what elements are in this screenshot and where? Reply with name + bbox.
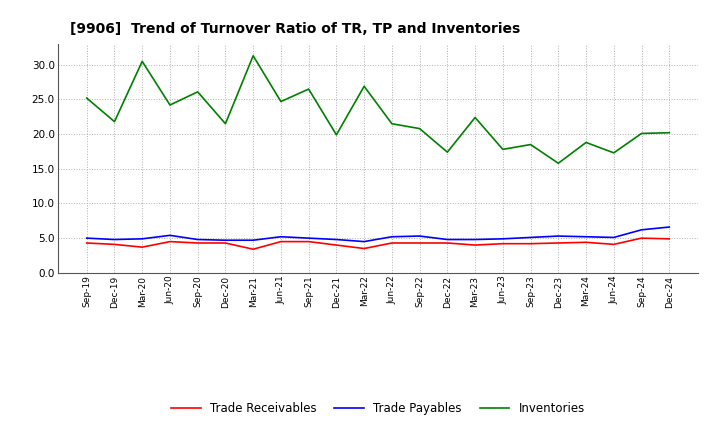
- Inventories: [249, 53, 258, 59]
- Trade Receivables: [554, 240, 562, 246]
- Trade Payables: [305, 235, 313, 241]
- Inventories: [360, 84, 369, 89]
- Trade Payables: [249, 238, 258, 243]
- Inventories: [82, 95, 91, 101]
- Trade Payables: [415, 233, 424, 238]
- Trade Payables: [360, 239, 369, 244]
- Trade Receivables: [166, 239, 174, 244]
- Trade Payables: [221, 238, 230, 243]
- Line: Trade Receivables: Trade Receivables: [86, 238, 670, 249]
- Inventories: [276, 99, 285, 104]
- Trade Receivables: [526, 241, 535, 246]
- Trade Payables: [443, 237, 451, 242]
- Trade Payables: [471, 237, 480, 242]
- Trade Payables: [276, 234, 285, 239]
- Inventories: [138, 59, 147, 64]
- Legend: Trade Receivables, Trade Payables, Inventories: Trade Receivables, Trade Payables, Inven…: [166, 398, 590, 420]
- Line: Inventories: Inventories: [86, 56, 670, 163]
- Inventories: [194, 89, 202, 95]
- Trade Receivables: [249, 246, 258, 252]
- Inventories: [443, 150, 451, 155]
- Trade Receivables: [665, 236, 674, 242]
- Trade Receivables: [138, 245, 147, 250]
- Trade Payables: [110, 237, 119, 242]
- Inventories: [415, 126, 424, 131]
- Trade Payables: [665, 224, 674, 230]
- Trade Receivables: [471, 242, 480, 248]
- Trade Payables: [138, 236, 147, 242]
- Trade Payables: [332, 237, 341, 242]
- Trade Receivables: [360, 246, 369, 251]
- Inventories: [471, 115, 480, 120]
- Trade Receivables: [609, 242, 618, 247]
- Inventories: [221, 121, 230, 126]
- Inventories: [582, 140, 590, 145]
- Trade Payables: [166, 233, 174, 238]
- Trade Receivables: [332, 242, 341, 248]
- Trade Payables: [637, 227, 646, 232]
- Trade Payables: [387, 234, 396, 239]
- Trade Receivables: [637, 235, 646, 241]
- Line: Trade Payables: Trade Payables: [86, 227, 670, 242]
- Inventories: [166, 103, 174, 108]
- Trade Receivables: [443, 240, 451, 246]
- Trade Payables: [582, 234, 590, 239]
- Trade Receivables: [194, 240, 202, 246]
- Trade Payables: [194, 237, 202, 242]
- Text: [9906]  Trend of Turnover Ratio of TR, TP and Inventories: [9906] Trend of Turnover Ratio of TR, TP…: [71, 22, 521, 36]
- Trade Receivables: [82, 240, 91, 246]
- Inventories: [637, 131, 646, 136]
- Trade Receivables: [582, 240, 590, 245]
- Inventories: [498, 147, 507, 152]
- Inventories: [609, 150, 618, 155]
- Trade Receivables: [305, 239, 313, 244]
- Trade Payables: [82, 235, 91, 241]
- Inventories: [665, 130, 674, 136]
- Trade Receivables: [415, 240, 424, 246]
- Inventories: [332, 132, 341, 137]
- Inventories: [305, 86, 313, 92]
- Inventories: [526, 142, 535, 147]
- Trade Receivables: [276, 239, 285, 244]
- Trade Receivables: [221, 240, 230, 246]
- Trade Payables: [498, 236, 507, 242]
- Inventories: [387, 121, 396, 126]
- Trade Payables: [554, 233, 562, 238]
- Trade Receivables: [110, 242, 119, 247]
- Inventories: [554, 161, 562, 166]
- Inventories: [110, 119, 119, 124]
- Trade Payables: [526, 235, 535, 240]
- Trade Receivables: [387, 240, 396, 246]
- Trade Payables: [609, 235, 618, 240]
- Trade Receivables: [498, 241, 507, 246]
